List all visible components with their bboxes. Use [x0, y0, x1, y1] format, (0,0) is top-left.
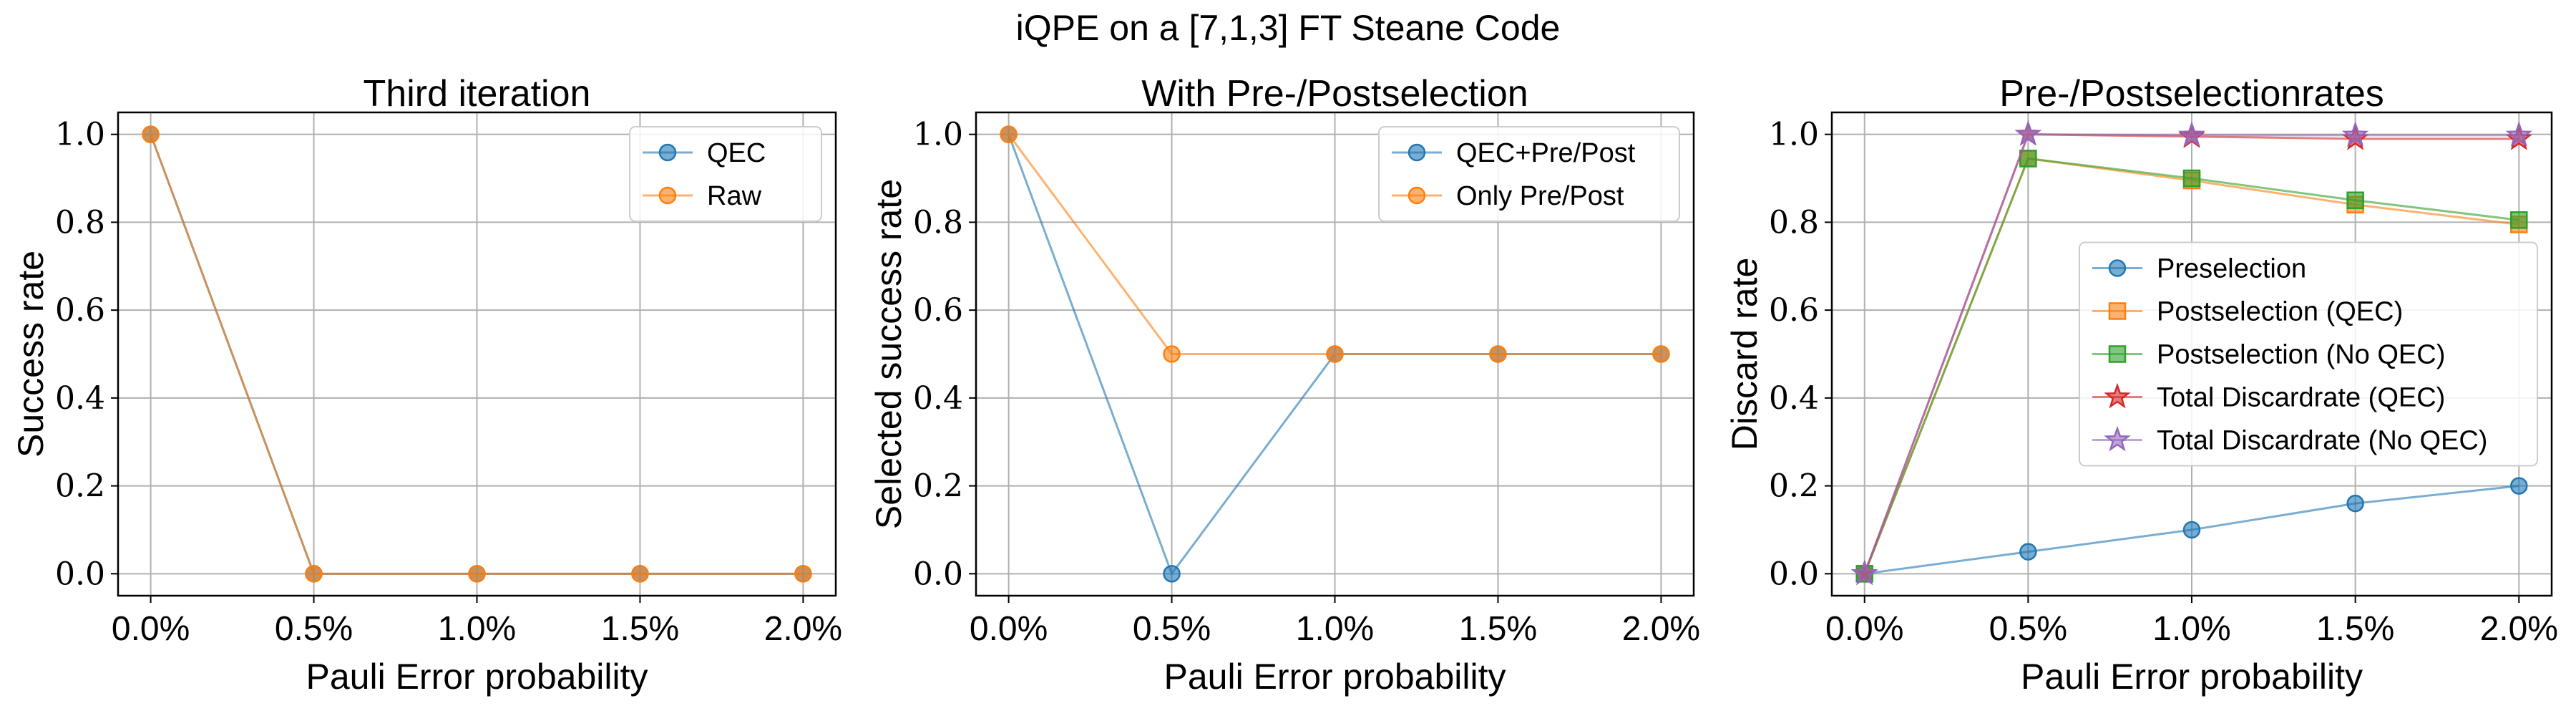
- y-tick-label: 0.8: [55, 204, 105, 241]
- legend: Preselection Postselection (QEC) Postselec…: [2079, 241, 2538, 467]
- legend: QEC Raw: [629, 126, 822, 222]
- legend-box: [2079, 241, 2538, 467]
- chart-title: Pre-/Postselectionrates: [1999, 73, 2384, 115]
- y-tick-label: 0.8: [913, 204, 963, 241]
- legend-marker: [1407, 186, 1426, 205]
- data-point: [2510, 211, 2528, 229]
- y-axis-label: Selected success rate: [869, 179, 909, 529]
- legend-box: [629, 126, 822, 222]
- data-point: [1163, 565, 1181, 583]
- data-point: [2182, 169, 2201, 188]
- chart-panel-1: Third iteration 0.0 0.2 0.4 0.6 0.8 1.0 0.0% 0.5…: [11, 73, 842, 697]
- data-point: [1000, 125, 1018, 143]
- legend-marker: [2108, 302, 2127, 320]
- legend-marker: [2108, 345, 2127, 363]
- y-tick-label: 0.4: [1769, 380, 1819, 417]
- data-point: [1326, 345, 1344, 363]
- y-tick-label: 0.0: [1769, 556, 1819, 592]
- legend-label: Postselection (QEC): [2157, 297, 2403, 327]
- legend-label: QEC+Pre/Post: [1456, 138, 1636, 168]
- x-axis-label: Pauli Error probability: [2021, 657, 2363, 697]
- y-tick-label: 0.6: [913, 292, 963, 329]
- chart-panel-2: With Pre-/Postselection 0.0 0.2 0.4 0.6 0.8 1.…: [869, 73, 1700, 697]
- legend-box: [1378, 126, 1680, 222]
- data-point: [2182, 521, 2201, 539]
- y-tick-label: 0.2: [913, 468, 963, 505]
- legend-marker: [1407, 143, 1426, 162]
- x-tick-label: 1.0%: [1296, 610, 1374, 648]
- figure-title: iQPE on a [7,1,3] FT Steane Code: [1016, 8, 1561, 48]
- chart-title: Third iteration: [364, 73, 591, 115]
- data-point: [2019, 543, 2037, 561]
- legend-marker: [658, 143, 677, 162]
- data-point: [631, 565, 649, 583]
- data-point: [468, 565, 486, 583]
- data-point: [1652, 345, 1670, 363]
- chart-title: With Pre-/Postselection: [1141, 73, 1528, 115]
- y-tick-label: 1.0: [913, 117, 963, 153]
- data-point: [2178, 121, 2205, 147]
- x-tick-label: 1.5%: [2316, 610, 2394, 648]
- x-tick-label: 2.0%: [1622, 610, 1700, 648]
- x-tick-label: 0.0%: [112, 610, 190, 648]
- data-point: [794, 565, 812, 583]
- y-tick-label: 0.0: [913, 556, 963, 592]
- y-tick-label: 0.6: [1769, 292, 1819, 329]
- data-point: [2014, 120, 2042, 146]
- data-point: [1489, 345, 1507, 363]
- legend-label: QEC: [707, 138, 766, 168]
- legend-marker: [2104, 382, 2131, 409]
- y-tick-label: 0.2: [55, 468, 105, 505]
- y-tick-label: 0.2: [1769, 468, 1819, 505]
- legend-label: Preselection: [2157, 254, 2306, 284]
- x-tick-label: 0.5%: [1133, 610, 1211, 648]
- data-point: [1163, 345, 1181, 363]
- legend: QEC+Pre/Post Only Pre/Post: [1378, 126, 1680, 222]
- y-tick-label: 0.8: [1769, 204, 1819, 241]
- y-tick-label: 0.6: [55, 292, 105, 329]
- x-tick-label: 0.5%: [1989, 610, 2067, 648]
- y-tick-label: 0.4: [913, 380, 963, 417]
- legend-marker: [2108, 259, 2127, 277]
- legend-label: Postselection (No QEC): [2157, 340, 2445, 370]
- x-tick-label: 1.5%: [1459, 610, 1537, 648]
- legend-label: Total Discardrate (QEC): [2157, 383, 2445, 413]
- data-point: [2505, 121, 2533, 147]
- legend-label: Total Discardrate (No QEC): [2157, 426, 2487, 456]
- y-tick-label: 1.0: [1769, 117, 1819, 153]
- x-tick-label: 1.0%: [438, 610, 516, 648]
- data-point: [142, 125, 160, 143]
- x-tick-label: 0.0%: [1825, 610, 1903, 648]
- x-axis-label: Pauli Error probability: [306, 657, 648, 697]
- data-point: [2346, 494, 2364, 513]
- y-axis-label: Discard rate: [1724, 258, 1765, 451]
- x-tick-label: 0.0%: [970, 610, 1048, 648]
- y-tick-label: 0.0: [55, 556, 105, 592]
- legend-marker: [2104, 425, 2131, 452]
- data-point: [2341, 121, 2369, 147]
- chart-panel-3: Pre-/Postselectionrates 0.0 0.2 0.4 0.6 0.8 1.…: [1724, 73, 2558, 697]
- data-point: [2019, 150, 2037, 168]
- legend-label: Raw: [707, 181, 762, 211]
- data-point: [2346, 191, 2364, 209]
- x-tick-label: 1.0%: [2152, 610, 2230, 648]
- y-axis-label: Success rate: [11, 251, 51, 458]
- data-point: [305, 565, 323, 583]
- x-axis-label: Pauli Error probability: [1164, 657, 1506, 697]
- data-point: [2510, 477, 2528, 495]
- legend-marker: [658, 186, 677, 205]
- x-tick-label: 2.0%: [764, 610, 842, 648]
- x-tick-label: 2.0%: [2480, 610, 2558, 648]
- y-tick-label: 1.0: [55, 117, 105, 153]
- legend-label: Only Pre/Post: [1456, 181, 1624, 211]
- x-tick-label: 0.5%: [275, 610, 353, 648]
- data-point: [1850, 559, 1878, 586]
- x-tick-label: 1.5%: [601, 610, 679, 648]
- y-tick-label: 0.4: [55, 380, 105, 417]
